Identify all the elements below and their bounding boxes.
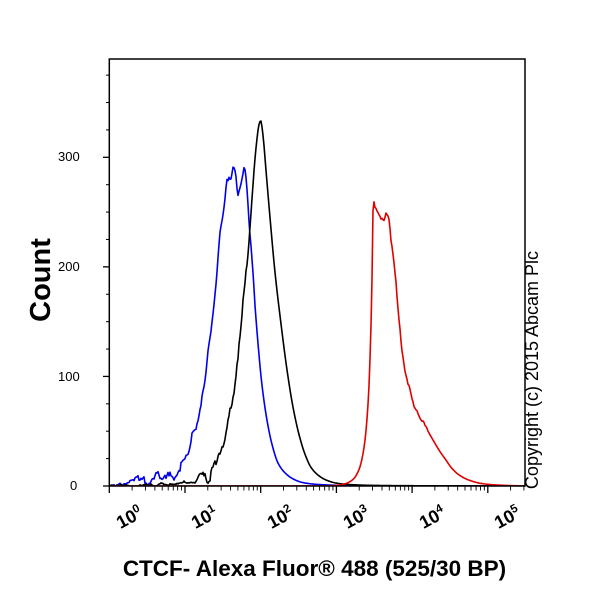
svg-text:Count: Count [25, 238, 57, 322]
svg-text:Copyright (c) 2015 Abcam Plc: Copyright (c) 2015 Abcam Plc [522, 251, 542, 489]
svg-text:CTCF- Alexa Fluor® 488 (525/30: CTCF- Alexa Fluor® 488 (525/30 BP) [123, 556, 506, 581]
